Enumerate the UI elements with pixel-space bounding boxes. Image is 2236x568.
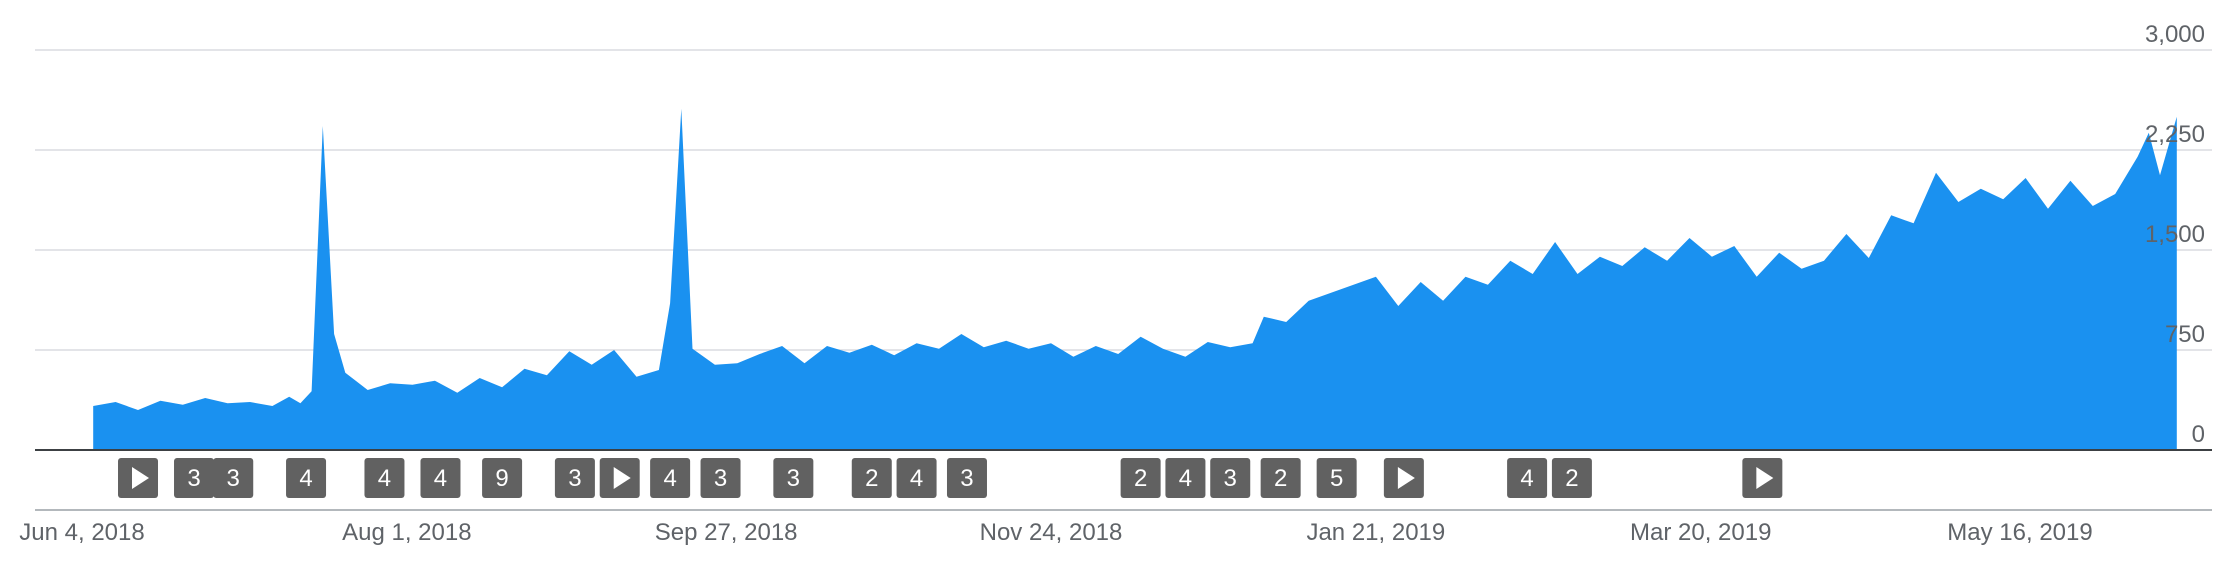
play-icon <box>613 467 631 489</box>
annotation-marker-box <box>773 458 814 498</box>
annotation-marker <box>1383 458 1424 498</box>
annotation-marker: 4 <box>364 458 405 498</box>
annotation-marker-box <box>364 458 405 498</box>
annotation-count: 3 <box>568 465 581 492</box>
x-tick-label: Mar 20, 2019 <box>1630 519 1771 546</box>
annotation-count: 5 <box>1330 465 1343 492</box>
annotation-marker: 4 <box>286 458 327 498</box>
annotation-count: 2 <box>865 465 878 492</box>
annotation-count: 3 <box>714 465 727 492</box>
y-axis-ticks: 0 750 1,500 2,250 3,000 <box>2145 21 2205 448</box>
annotation-marker: 3 <box>554 458 595 498</box>
annotation-marker: 5 <box>1316 458 1357 498</box>
annotation-marker: 2 <box>1120 458 1161 498</box>
annotation-count: 2 <box>1134 465 1147 492</box>
annotation-marker-box <box>1551 458 1592 498</box>
annotation-marker-box <box>851 458 892 498</box>
annotation-marker: 3 <box>1210 458 1251 498</box>
y-tick-label: 750 <box>2165 321 2205 348</box>
x-tick-label: Jun 4, 2018 <box>19 519 144 546</box>
annotation-count: 3 <box>1224 465 1237 492</box>
annotation-marker <box>599 458 640 498</box>
annotation-count: 4 <box>1179 465 1192 492</box>
annotation-count: 3 <box>187 465 200 492</box>
series-area <box>93 108 2177 450</box>
x-axis-ticks: Jun 4, 2018 Aug 1, 2018 Sep 27, 2018 Nov 24… <box>19 519 2092 546</box>
annotation-marker-box <box>700 458 741 498</box>
annotation-marker <box>118 458 159 498</box>
annotation-marker-box <box>1120 458 1161 498</box>
annotation-marker-box <box>286 458 327 498</box>
play-icon <box>132 467 150 489</box>
x-tick-label: Jan 21, 2019 <box>1306 519 1445 546</box>
annotation-marker-box <box>213 458 254 498</box>
y-tick-label: 3,000 <box>2145 21 2205 48</box>
annotation-marker: 2 <box>1551 458 1592 498</box>
annotation-marker-box <box>896 458 937 498</box>
annotation-count: 3 <box>227 465 240 492</box>
annotation-marker-box <box>1507 458 1548 498</box>
annotation-count: 4 <box>299 465 312 492</box>
annotation-count: 3 <box>960 465 973 492</box>
x-tick-label: Sep 27, 2018 <box>655 519 798 546</box>
annotation-marker-box <box>1165 458 1206 498</box>
y-tick-label: 1,500 <box>2145 221 2205 248</box>
x-tick-label: May 16, 2019 <box>1947 519 2092 546</box>
annotation-marker-box <box>420 458 461 498</box>
annotation-marker-box <box>174 458 215 498</box>
annotation-count: 4 <box>910 465 923 492</box>
annotation-marker: 9 <box>482 458 523 498</box>
x-tick-label: Aug 1, 2018 <box>342 519 471 546</box>
annotation-marker: 3 <box>213 458 254 498</box>
annotation-marker: 3 <box>946 458 987 498</box>
annotation-count: 4 <box>663 465 676 492</box>
y-tick-label: 2,250 <box>2145 121 2205 148</box>
annotation-marker <box>1742 458 1783 498</box>
annotation-marker: 3 <box>174 458 215 498</box>
x-tick-label: Nov 24, 2018 <box>980 519 1123 546</box>
annotation-marker: 2 <box>1260 458 1301 498</box>
y-tick-label: 0 <box>2192 421 2205 448</box>
annotation-marker: 4 <box>1507 458 1548 498</box>
annotation-marker-box <box>482 458 523 498</box>
play-icon <box>1756 467 1774 489</box>
annotation-marker-box <box>1210 458 1251 498</box>
annotation-marker-box <box>554 458 595 498</box>
annotation-count: 4 <box>1520 465 1533 492</box>
annotation-count: 4 <box>378 465 391 492</box>
annotation-marker: 3 <box>773 458 814 498</box>
annotation-marker-box <box>946 458 987 498</box>
annotation-count: 2 <box>1274 465 1287 492</box>
annotation-marker: 4 <box>1165 458 1206 498</box>
annotation-marker-box <box>1316 458 1357 498</box>
annotation-count: 2 <box>1565 465 1578 492</box>
annotation-marker-box <box>1260 458 1301 498</box>
annotation-marker: 2 <box>851 458 892 498</box>
annotation-marker: 4 <box>896 458 937 498</box>
annotation-count: 4 <box>434 465 447 492</box>
annotation-marker: 4 <box>650 458 691 498</box>
annotation-marker: 4 <box>420 458 461 498</box>
annotation-count: 3 <box>787 465 800 492</box>
annotation-marker: 3 <box>700 458 741 498</box>
play-icon <box>1397 467 1415 489</box>
annotation-marker-box <box>650 458 691 498</box>
annotation-count: 9 <box>495 465 508 492</box>
